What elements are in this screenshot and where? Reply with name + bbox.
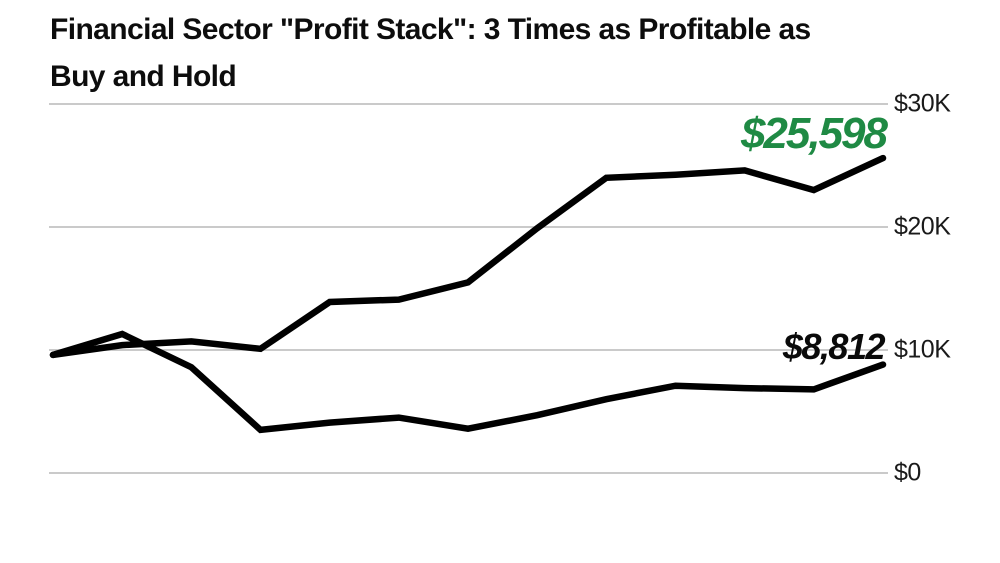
y-axis-tick-label: $10K <box>894 335 951 364</box>
profit-stack-value-label: $25,598 <box>740 109 888 158</box>
buy-and-hold-value-label: $8,812 <box>782 326 886 367</box>
chart-title: Financial Sector "Profit Stack": 3 Times… <box>50 6 920 100</box>
chart-title-line1: Financial Sector "Profit Stack": 3 Times… <box>50 13 811 46</box>
y-axis-tick-label: $20K <box>894 212 951 241</box>
y-axis-tick-label: $0 <box>894 458 921 487</box>
chart-title-line2: Buy and Hold <box>50 60 237 93</box>
y-axis-tick-label: $30K <box>894 89 951 118</box>
profit-stack-line <box>49 154 887 359</box>
buy-and-hold-line <box>49 330 887 434</box>
